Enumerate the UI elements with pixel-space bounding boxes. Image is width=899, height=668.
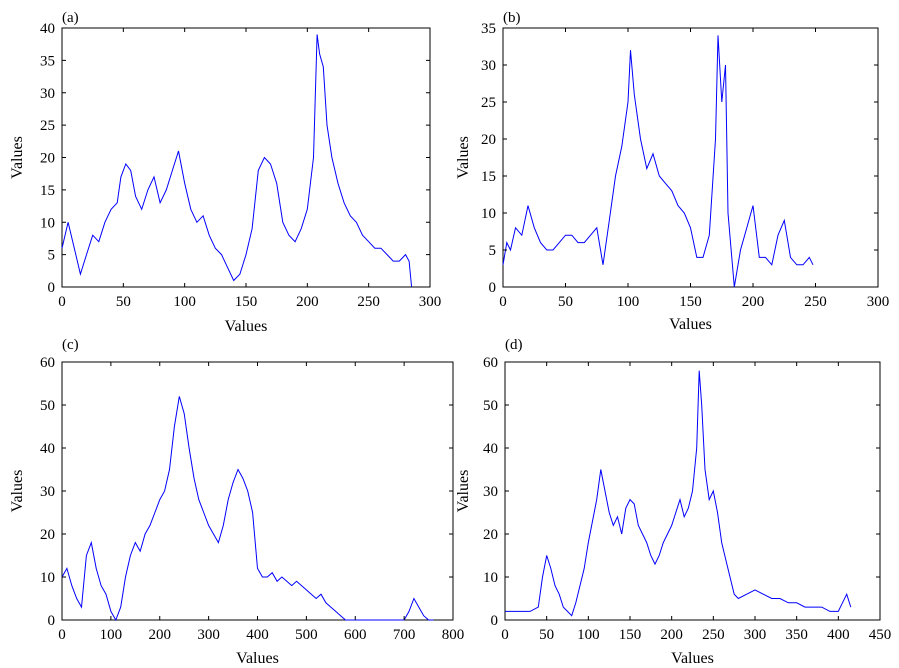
x-tick-label: 50 bbox=[116, 294, 131, 310]
series-line bbox=[505, 370, 852, 617]
y-tick-label: 25 bbox=[481, 95, 496, 111]
y-tick-label: 30 bbox=[481, 58, 496, 74]
y-tick-label: 0 bbox=[48, 280, 56, 296]
y-tick-label: 0 bbox=[491, 613, 499, 629]
panel-label: (a) bbox=[62, 10, 79, 26]
y-tick-label: 20 bbox=[481, 132, 496, 148]
y-tick-label: 20 bbox=[40, 527, 55, 543]
y-tick-label: 30 bbox=[40, 484, 55, 500]
x-tick-label: 250 bbox=[804, 294, 827, 310]
panel-label: (c) bbox=[62, 337, 79, 353]
y-tick-label: 30 bbox=[483, 484, 498, 500]
x-tick-label: 400 bbox=[827, 627, 850, 643]
y-tick-label: 20 bbox=[483, 527, 498, 543]
x-tick-label: 0 bbox=[58, 627, 66, 643]
y-tick-label: 10 bbox=[40, 570, 55, 586]
x-axis-label: Values bbox=[671, 650, 714, 667]
y-axis-label: Values bbox=[9, 136, 26, 179]
y-axis-label: Values bbox=[455, 470, 472, 513]
x-tick-label: 500 bbox=[295, 627, 318, 643]
x-tick-label: 150 bbox=[679, 294, 702, 310]
series-line bbox=[61, 34, 413, 288]
y-tick-label: 25 bbox=[40, 118, 55, 134]
x-tick-label: 300 bbox=[867, 294, 890, 310]
x-tick-label: 300 bbox=[744, 627, 767, 643]
x-tick-label: 450 bbox=[869, 627, 892, 643]
y-tick-label: 40 bbox=[40, 21, 55, 37]
x-tick-label: 0 bbox=[58, 294, 66, 310]
x-tick-label: 800 bbox=[442, 627, 465, 643]
y-tick-label: 40 bbox=[483, 441, 498, 457]
x-tick-label: 200 bbox=[660, 627, 683, 643]
x-tick-label: 100 bbox=[577, 627, 600, 643]
y-tick-label: 20 bbox=[40, 151, 55, 167]
x-tick-label: 300 bbox=[419, 294, 442, 310]
y-axis-label: Values bbox=[9, 470, 26, 513]
y-tick-label: 50 bbox=[40, 398, 55, 414]
x-tick-label: 300 bbox=[197, 627, 220, 643]
x-tick-label: 400 bbox=[246, 627, 269, 643]
x-tick-label: 200 bbox=[296, 294, 319, 310]
x-tick-label: 250 bbox=[357, 294, 380, 310]
y-tick-label: 30 bbox=[40, 86, 55, 102]
y-tick-label: 40 bbox=[40, 441, 55, 457]
y-tick-label: 5 bbox=[48, 248, 56, 264]
y-tick-label: 35 bbox=[40, 53, 55, 69]
y-tick-label: 50 bbox=[483, 398, 498, 414]
y-tick-label: 10 bbox=[40, 215, 55, 231]
y-tick-label: 15 bbox=[40, 183, 55, 199]
x-axis-label: Values bbox=[669, 316, 712, 333]
x-tick-label: 250 bbox=[702, 627, 725, 643]
panel-a: 0 50 100 150 200 250 300 0 5 10 15 20 25 30 35 40 (a) Val… bbox=[9, 10, 441, 335]
panel-label: (d) bbox=[505, 337, 523, 353]
panel-d: 0 50 100 150 200 250 300 350 400 450 0 10 20 30 40 50 60… bbox=[455, 337, 891, 667]
y-tick-label: 5 bbox=[489, 243, 497, 259]
panel-c: 0 100 200 300 400 500 600 700 800 0 10 20 30 40 50 60 (c… bbox=[9, 337, 464, 667]
y-tick-label: 60 bbox=[483, 355, 498, 371]
x-tick-label: 50 bbox=[539, 627, 554, 643]
panel-b: 0 50 100 150 200 250 300 0 5 10 15 20 25 30 35 (b) Value… bbox=[455, 10, 889, 333]
y-tick-label: 0 bbox=[489, 280, 497, 296]
x-axis-label: Values bbox=[236, 650, 279, 667]
x-tick-label: 100 bbox=[617, 294, 640, 310]
panel-label: (b) bbox=[503, 10, 521, 26]
y-tick-label: 60 bbox=[40, 355, 55, 371]
y-tick-label: 15 bbox=[481, 169, 496, 185]
x-tick-label: 50 bbox=[558, 294, 573, 310]
x-tick-label: 0 bbox=[501, 627, 509, 643]
axes-frame bbox=[61, 361, 454, 621]
x-axis-label: Values bbox=[225, 318, 268, 335]
y-tick-label: 10 bbox=[481, 206, 496, 222]
y-tick-label: 0 bbox=[48, 613, 56, 629]
x-tick-label: 100 bbox=[100, 627, 123, 643]
y-tick-label: 10 bbox=[483, 570, 498, 586]
series-line bbox=[61, 396, 434, 622]
x-tick-label: 150 bbox=[235, 294, 258, 310]
y-tick-label: 35 bbox=[481, 21, 496, 37]
x-tick-label: 150 bbox=[619, 627, 642, 643]
x-tick-label: 200 bbox=[149, 627, 172, 643]
y-axis-label: Values bbox=[455, 136, 472, 179]
x-tick-label: 200 bbox=[742, 294, 765, 310]
axes-frame bbox=[502, 27, 879, 288]
x-tick-label: 0 bbox=[499, 294, 507, 310]
x-tick-label: 700 bbox=[393, 627, 416, 643]
series-line bbox=[502, 35, 814, 288]
x-tick-label: 600 bbox=[344, 627, 367, 643]
x-tick-label: 350 bbox=[785, 627, 808, 643]
x-tick-label: 100 bbox=[173, 294, 196, 310]
